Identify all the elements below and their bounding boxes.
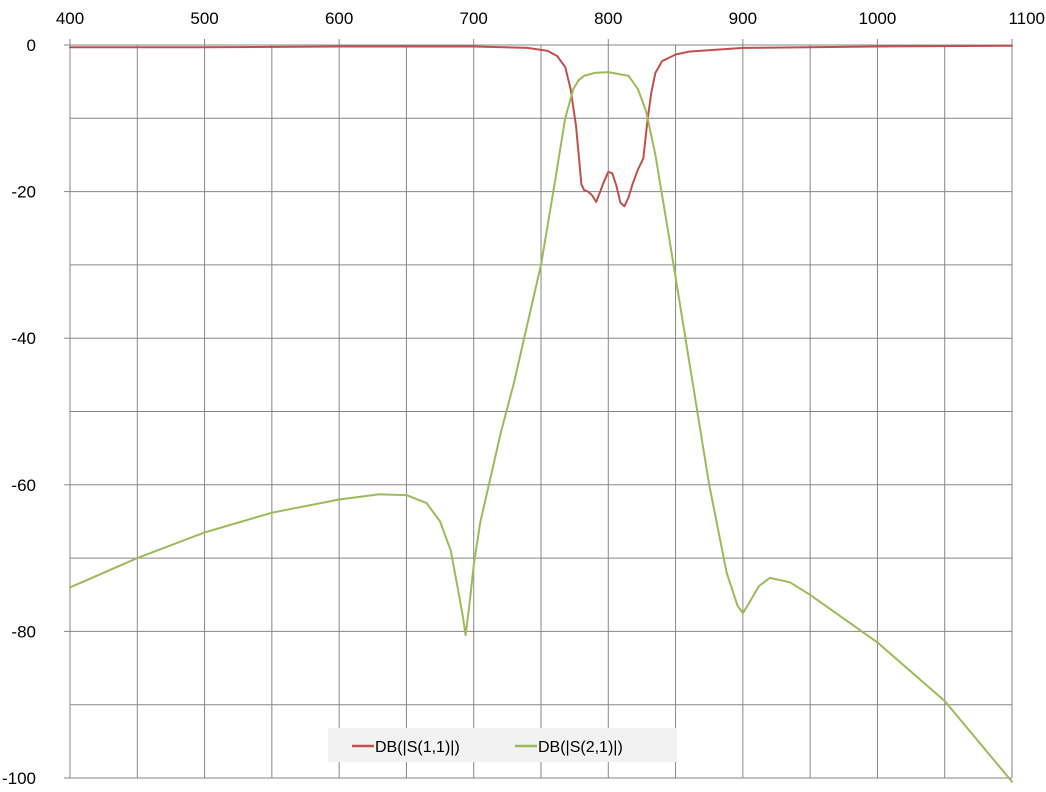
axes [64, 39, 1013, 779]
x-tick-label: 600 [325, 9, 353, 28]
x-tick-label: 400 [56, 9, 84, 28]
y-tick-label: 0 [27, 36, 36, 55]
legend-label: DB(|S(2,1)|) [538, 739, 623, 756]
y-tick-label: -20 [11, 183, 36, 202]
legend: DB(|S(1,1)|) DB(|S(2,1)|) [328, 728, 677, 762]
x-axis-tick-labels: 400 500 600 700 800 900 1000 1100 [56, 9, 1045, 28]
legend-label: DB(|S(1,1)|) [375, 739, 460, 756]
y-tick-label: -80 [11, 622, 36, 641]
x-tick-label: 1000 [859, 9, 897, 28]
x-tick-label: 800 [594, 9, 622, 28]
plot-series [69, 44, 1013, 783]
y-tick-label: -60 [11, 476, 36, 495]
x-tick-label: 700 [460, 9, 488, 28]
series-line-s21 [69, 71, 1013, 783]
series-line-s11 [69, 44, 1013, 208]
x-tick-label: 900 [729, 9, 757, 28]
legend-items: DB(|S(1,1)|) DB(|S(2,1)|) [352, 739, 623, 756]
grid-lines [70, 44, 1013, 779]
y-tick-label: -40 [11, 329, 36, 348]
x-tick-label: 1100 [1008, 9, 1045, 28]
y-axis-tick-labels: 0 -20 -40 -60 -80 -100 [2, 36, 36, 788]
x-tick-label: 500 [190, 9, 218, 28]
legend-background [328, 728, 677, 762]
y-tick-label: -100 [2, 769, 36, 788]
